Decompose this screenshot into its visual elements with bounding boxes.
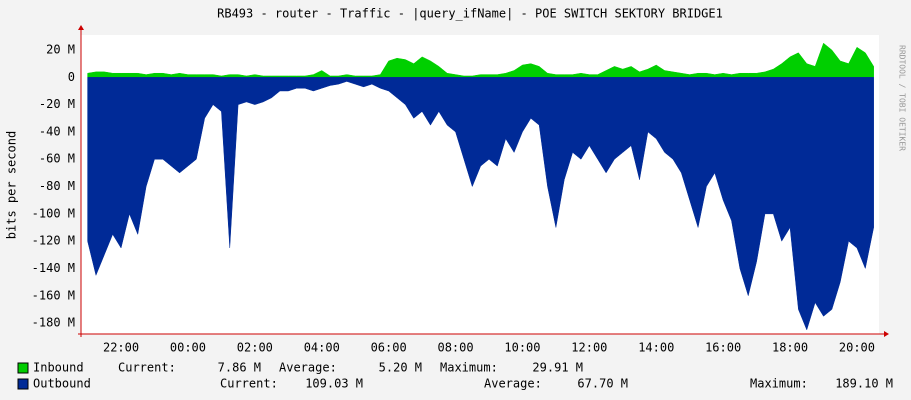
legend-stat-value: 7.86 M xyxy=(218,361,261,375)
x-tick-label: 00:00 xyxy=(170,341,206,355)
y-tick-label: 0 xyxy=(68,70,75,84)
x-tick-label: 18:00 xyxy=(772,341,808,355)
y-tick-label: -140 M xyxy=(32,261,75,275)
x-tick-label: 04:00 xyxy=(304,341,340,355)
legend-label: Inbound xyxy=(33,361,84,375)
x-tick-label: 14:00 xyxy=(638,341,674,355)
axes-layer xyxy=(78,25,889,337)
x-tick-label: 22:00 xyxy=(103,341,139,355)
y-axis-label: bits per second xyxy=(5,131,19,239)
legend-stat-label: Maximum: xyxy=(440,361,498,375)
y-tick-label: -60 M xyxy=(39,152,75,166)
legend-stat-value: 67.70 M xyxy=(577,377,628,391)
legend-stat-label: Current: xyxy=(118,361,176,375)
y-tick-label: -100 M xyxy=(32,206,75,220)
y-tick-label: -20 M xyxy=(39,97,75,111)
x-tick-label: 06:00 xyxy=(371,341,407,355)
y-tick-label: -80 M xyxy=(39,179,75,193)
legend-label: Outbound xyxy=(33,377,91,391)
legend-swatch xyxy=(17,378,29,390)
area-0 xyxy=(87,42,874,78)
legend-swatch xyxy=(17,362,29,374)
x-tick-label: 10:00 xyxy=(504,341,540,355)
legend-stat-value: 29.91 M xyxy=(532,361,583,375)
x-tick-label: 02:00 xyxy=(237,341,273,355)
y-tick-label: 20 M xyxy=(46,43,75,57)
x-axis-arrow xyxy=(884,331,889,337)
legend-stat-label: Maximum: xyxy=(750,377,808,391)
legend-stat-label: Average: xyxy=(279,361,337,375)
watermark: RRDTOOL / TOBI OETIKER xyxy=(898,45,907,151)
legend-stat-value: 189.10 M xyxy=(835,377,893,391)
legend-stat-label: Average: xyxy=(484,377,542,391)
x-tick-label: 12:00 xyxy=(571,341,607,355)
x-tick-label: 20:00 xyxy=(839,341,875,355)
chart-title: RB493 - router - Traffic - |query_ifName… xyxy=(217,7,723,21)
y-tick-label: -180 M xyxy=(32,316,75,330)
areas-layer xyxy=(87,42,874,331)
legend: Inbound Current: 7.86 M Average: 5.20 M Maxim… xyxy=(17,361,893,391)
labels-layer: 20 M 0 -20 M -40 M -60 M -80 M -100 M -120 M -14… xyxy=(32,43,875,355)
legend-stat-value: 5.20 M xyxy=(379,361,422,375)
y-tick-label: -40 M xyxy=(39,124,75,138)
x-tick-label: 08:00 xyxy=(437,341,473,355)
y-tick-label: -160 M xyxy=(32,288,75,302)
legend-stat-label: Current: xyxy=(220,377,278,391)
y-tick-label: -120 M xyxy=(32,234,75,248)
y-axis-arrow xyxy=(78,25,84,30)
x-tick-label: 16:00 xyxy=(705,341,741,355)
area-1 xyxy=(87,77,874,331)
legend-stat-value: 109.03 M xyxy=(305,377,363,391)
